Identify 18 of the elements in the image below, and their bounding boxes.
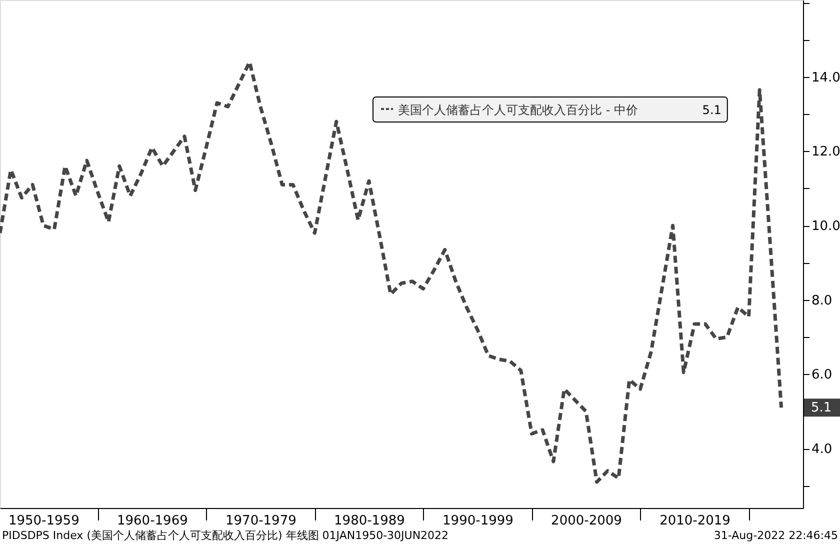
text: PIDSDPS Index (美国个人储蓄占个人可支配收入百分比) 年线图 01JAN1950-30JUN2022 <box>2 529 449 542</box>
y-tick-label: 12.0 <box>812 144 840 160</box>
text: 5.1 <box>811 400 832 416</box>
y-tick-label: 6.0 <box>812 368 832 383</box>
x-tick-label: 2000-2009 <box>551 514 622 528</box>
annotation: 5.1 <box>702 103 722 117</box>
x-tick-label: 2010-2019 <box>660 514 730 528</box>
legend-label: 美国个人储蓄占个人可支配收入百分比 - 中价 <box>398 103 638 117</box>
x-tick-label: 1980-1989 <box>334 514 405 528</box>
x-tick-label: 1960-1969 <box>116 514 188 528</box>
y-tick-label: 10.0 <box>812 219 840 234</box>
y-tick-label: 8.0 <box>812 293 832 308</box>
text: 31-Aug-2022 22:46:45 <box>714 529 838 542</box>
x-tick-label: 1970-1979 <box>226 514 296 528</box>
x-tick-label: 1950-1959 <box>8 514 80 528</box>
x-tick-label: 1990-1999 <box>442 514 514 528</box>
y-tick-label: 4.0 <box>812 442 832 458</box>
y-tick-label: 14.0 <box>812 70 840 86</box>
